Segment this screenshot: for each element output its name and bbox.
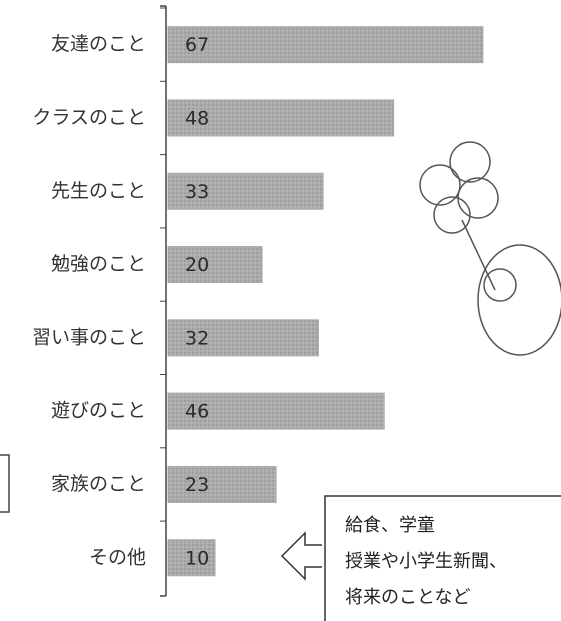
bar <box>168 247 262 283</box>
value-label: 23 <box>185 474 209 496</box>
chart: 給食、学童 授業や小学生新聞、 将来のことなど 友達のこと 67 クラスのこと 48 先… <box>0 0 561 621</box>
category-label: 勉強のこと <box>51 253 146 275</box>
page: 給食、学童 授業や小学生新聞、 将来のことなど 友達のこと 67 クラスのこと 48 先… <box>0 0 561 621</box>
category-label: 遊びのこと <box>51 400 146 422</box>
arrow <box>282 533 322 579</box>
bar <box>168 27 483 63</box>
value-label: 32 <box>185 327 209 349</box>
value-label: 67 <box>185 34 209 56</box>
category-label: その他 <box>89 546 146 568</box>
annotation-line: 将来のことなど <box>345 587 470 608</box>
value-label: 10 <box>185 547 209 569</box>
value-label: 48 <box>185 107 209 129</box>
value-label: 33 <box>185 181 209 203</box>
bracket <box>0 455 9 512</box>
category-label: 先生のこと <box>51 180 146 202</box>
category-label: 習い事のこと <box>32 326 146 348</box>
annotation-line: 給食、学童 <box>345 515 435 536</box>
illustration <box>420 142 561 355</box>
value-label: 46 <box>185 401 209 423</box>
value-label: 20 <box>185 254 209 276</box>
category-label: クラスのこと <box>32 106 146 128</box>
annotation-line: 授業や小学生新聞、 <box>345 551 507 572</box>
category-label: 友達のこと <box>51 33 146 55</box>
category-label: 家族のこと <box>51 473 146 495</box>
